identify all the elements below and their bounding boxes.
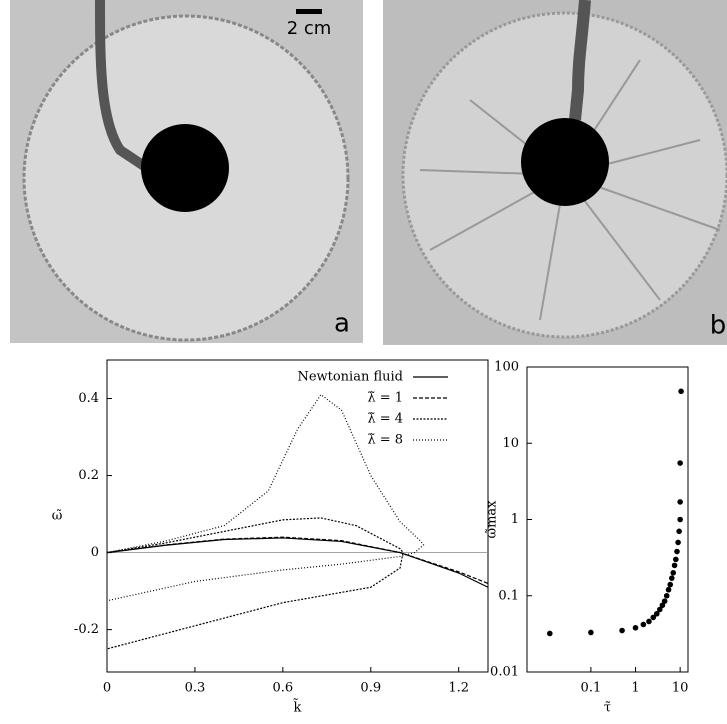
y-tick-label: 0.2	[78, 468, 99, 483]
y-tick-label: -0.2	[74, 622, 99, 637]
data-point	[677, 460, 683, 466]
data-point	[670, 569, 677, 576]
series-line	[106, 517, 404, 650]
x-tick-label: 1.2	[448, 681, 469, 696]
x-tick-label: 10	[672, 681, 689, 696]
data-point	[632, 624, 639, 631]
legend-label: λ̃ = 8	[367, 433, 403, 448]
y-tick-label: 0.1	[498, 588, 519, 603]
y-tick-label: 1	[511, 512, 519, 527]
data-point	[667, 581, 674, 588]
photo-a: 2 cm a	[10, 0, 363, 343]
x-tick-label: 0.3	[185, 681, 206, 696]
photo-b: b	[383, 0, 727, 345]
panel-label: a	[334, 309, 350, 339]
y-tick-label: 0	[91, 545, 99, 560]
legend-label: Newtonian fluid	[297, 370, 403, 385]
data-point	[674, 548, 680, 555]
x-tick-label: 0.1	[581, 681, 602, 696]
data-point	[547, 630, 553, 637]
data-point	[673, 556, 679, 563]
data-point	[650, 614, 657, 621]
data-point	[654, 610, 660, 617]
x-tick-label: 0	[103, 681, 111, 696]
x-axis-label: k̃	[293, 699, 302, 716]
panel-label: b	[710, 311, 727, 341]
x-tick-label: 0.6	[273, 681, 294, 696]
y-axis-label: ω̃	[52, 509, 63, 524]
legend-label: λ̃ = 4	[367, 412, 403, 427]
x-axis-label: τ̃	[604, 701, 611, 716]
x-tick-label: 1	[631, 681, 639, 696]
data-point	[619, 627, 625, 634]
data-point	[659, 602, 666, 609]
series-line	[106, 536, 489, 584]
scale-bar-label: 2 cm	[287, 18, 332, 39]
data-point	[675, 539, 681, 546]
y-tick-label: 10	[502, 436, 519, 451]
x-tick-label: 0.9	[360, 681, 381, 696]
series-line	[106, 393, 425, 602]
plot-frame	[106, 359, 489, 673]
data-point	[640, 621, 647, 628]
data-point	[668, 575, 675, 581]
data-point	[677, 499, 683, 505]
data-point	[656, 606, 663, 613]
y-axis-label: ω̃max	[485, 500, 500, 539]
y-tick-label: 0.4	[78, 391, 99, 406]
data-point	[663, 592, 670, 599]
data-point	[678, 388, 684, 395]
data-point	[646, 618, 652, 625]
data-point	[676, 528, 682, 535]
data-point	[661, 598, 668, 604]
legend-label: λ̃ = 1	[367, 391, 403, 406]
y-tick-label: 0.01	[490, 665, 519, 680]
data-point	[671, 562, 678, 569]
y-tick-label: 100	[494, 360, 519, 375]
plot-frame	[526, 366, 689, 673]
data-point	[665, 586, 672, 593]
data-point	[677, 516, 683, 523]
data-point	[588, 629, 594, 636]
